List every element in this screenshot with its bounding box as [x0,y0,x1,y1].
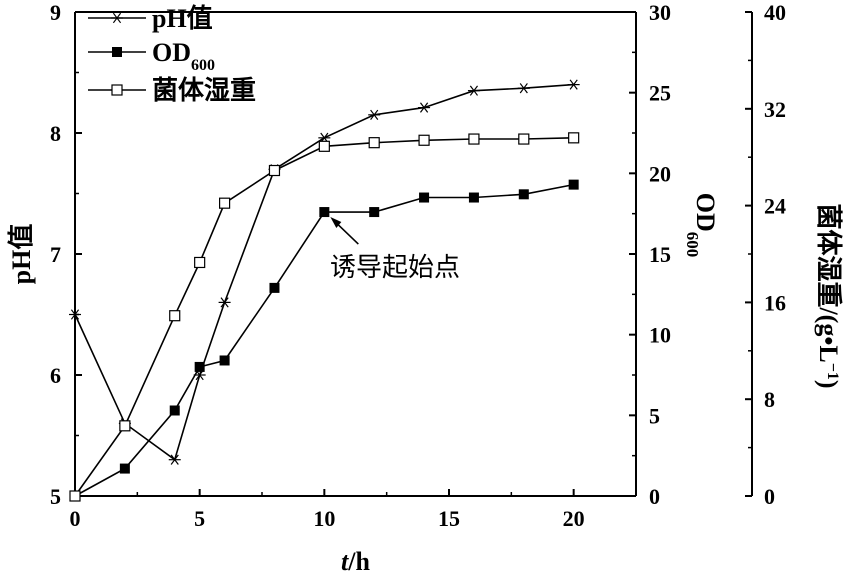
mass-axis-title-sup: −1 [825,363,842,380]
data-point-mass [418,134,430,146]
data-point-od [419,192,430,203]
legend-marker [111,84,123,96]
data-point-od [468,192,479,203]
data-point-mass [468,133,480,145]
ph-axis-title: pH值 [7,224,36,285]
data-point-od [319,207,330,218]
mass-tick-label: 40 [764,0,786,25]
data-point-od [369,207,380,218]
annotation-label: 诱导起始点 [330,253,460,282]
legend-label: OD600 [152,38,215,74]
mass-tick-label: 0 [764,484,775,509]
data-point-od [269,282,280,293]
axes-layer: 0 5 10 15 20t/h56789pH值051015202530OD6000816… [7,0,843,574]
annotation-layer: 诱导起始点 [330,217,460,282]
od-tick-label: 10 [649,323,671,348]
od-axis-title-sub: 600 [684,232,703,258]
x-axis-title-unit: /h [347,547,370,574]
mass-axis-title: 菌体湿重/(g•L−1) [814,203,843,388]
data-point-mass [368,137,380,149]
ph-tick-label: 9 [50,0,61,25]
ph-tick-label: 6 [50,363,61,388]
data-point-od [518,189,529,200]
od-tick-label: 25 [649,81,671,106]
od-tick-label: 30 [649,0,671,25]
data-point-ph [517,83,530,94]
x-tick-label: 15 [438,506,460,531]
data-point-mass [518,133,530,145]
legend-label-main: OD [152,38,191,67]
od-tick-label: 0 [649,484,660,509]
data-point-ph [168,454,181,465]
data-point-ph [567,79,580,90]
series-line-ph [74,83,574,462]
data-point-od [568,179,579,190]
series-layer [69,79,580,502]
x-axis-title-italic: t [341,547,349,574]
data-point-mass [69,490,81,502]
od-tick-label: 5 [649,403,660,428]
x-tick-label: 10 [313,506,335,531]
od-tick-label: 20 [649,161,671,186]
data-point-od [169,405,180,416]
ph-tick-label: 5 [50,484,61,509]
data-point-mass [568,132,580,144]
x-axis-title: t/h [341,547,370,574]
data-point-ph [467,85,480,96]
data-point-mass [268,164,281,177]
mass-axis-title-close: ) [814,380,843,389]
od-axis-title: OD600 [684,193,721,258]
legend-label: 菌体湿重 [152,76,256,105]
data-point-mass [194,256,206,269]
data-point-od [194,361,205,372]
od-axis-title-main: OD [691,193,720,232]
ph-tick-label: 8 [50,121,61,146]
x-tick-label: 0 [70,506,81,531]
data-point-mass [169,310,181,322]
mass-tick-label: 32 [764,97,786,122]
x-tick-label: 5 [194,506,205,531]
mass-axis-title-main: 菌体湿重/(g•L [814,203,843,362]
data-point-od [219,355,230,366]
legend-marker [112,47,122,57]
data-point-od [119,463,130,474]
x-tick-label: 20 [563,506,585,531]
data-point-ph [218,297,231,308]
od-tick-label: 15 [649,242,671,267]
series-line-od [74,183,574,497]
legend-label-sub: 600 [191,57,215,74]
data-point-mass [219,197,231,209]
data-point-ph [69,309,81,320]
legend-marker [111,12,123,24]
mass-tick-label: 16 [764,290,786,315]
data-point-ph [368,109,381,121]
ph-tick-label: 7 [50,242,61,267]
series-line-mass [74,137,574,497]
annotation-arrow-head [330,217,342,229]
mass-tick-label: 24 [764,194,786,219]
data-point-ph [418,102,431,113]
data-point-mass [119,420,131,432]
mass-tick-label: 8 [764,387,775,412]
data-point-mass [318,140,330,152]
legend-label: pH值 [152,4,213,33]
